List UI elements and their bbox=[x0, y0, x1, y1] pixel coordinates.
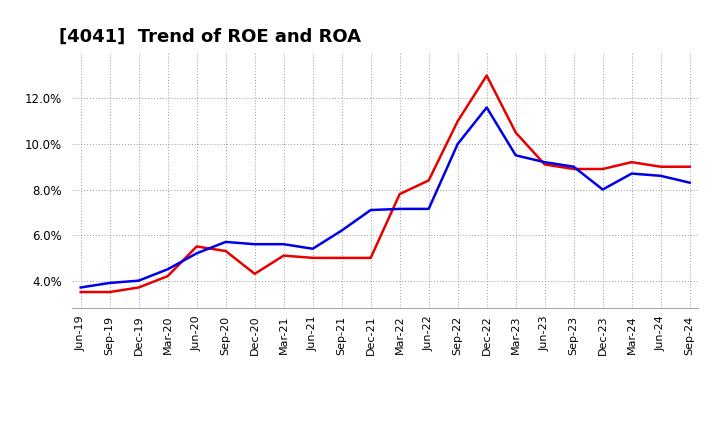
ROE bbox=[192, 244, 201, 249]
ROA bbox=[424, 206, 433, 212]
ROA bbox=[570, 164, 578, 169]
ROA bbox=[598, 187, 607, 192]
ROE bbox=[395, 191, 404, 197]
ROA bbox=[482, 105, 491, 110]
ROA bbox=[627, 171, 636, 176]
ROA bbox=[76, 285, 85, 290]
ROA bbox=[338, 228, 346, 233]
ROE bbox=[308, 255, 317, 260]
ROA bbox=[279, 242, 288, 247]
ROE bbox=[570, 166, 578, 172]
ROE bbox=[221, 249, 230, 254]
ROE bbox=[454, 118, 462, 124]
ROE bbox=[598, 166, 607, 172]
Line: ROA: ROA bbox=[81, 107, 690, 287]
ROE bbox=[685, 164, 694, 169]
ROE bbox=[627, 160, 636, 165]
ROE bbox=[135, 285, 143, 290]
ROE bbox=[76, 290, 85, 295]
ROA bbox=[135, 278, 143, 283]
ROA bbox=[163, 267, 172, 272]
ROE bbox=[657, 164, 665, 169]
ROA bbox=[251, 242, 259, 247]
ROA bbox=[221, 239, 230, 245]
ROA bbox=[454, 141, 462, 147]
ROE bbox=[251, 271, 259, 276]
ROA bbox=[395, 206, 404, 212]
ROE bbox=[279, 253, 288, 258]
ROE bbox=[424, 178, 433, 183]
ROE bbox=[511, 130, 520, 135]
ROE bbox=[482, 73, 491, 78]
ROA bbox=[366, 207, 375, 213]
ROE bbox=[105, 290, 114, 295]
Line: ROE: ROE bbox=[81, 76, 690, 292]
ROA bbox=[541, 160, 549, 165]
ROA bbox=[685, 180, 694, 185]
ROE bbox=[366, 255, 375, 260]
ROE bbox=[163, 273, 172, 279]
ROA bbox=[192, 251, 201, 256]
ROE bbox=[338, 255, 346, 260]
ROA bbox=[511, 153, 520, 158]
Text: [4041]  Trend of ROE and ROA: [4041] Trend of ROE and ROA bbox=[60, 28, 361, 46]
ROA bbox=[657, 173, 665, 179]
ROA bbox=[105, 280, 114, 286]
ROE bbox=[541, 162, 549, 167]
ROA bbox=[308, 246, 317, 251]
